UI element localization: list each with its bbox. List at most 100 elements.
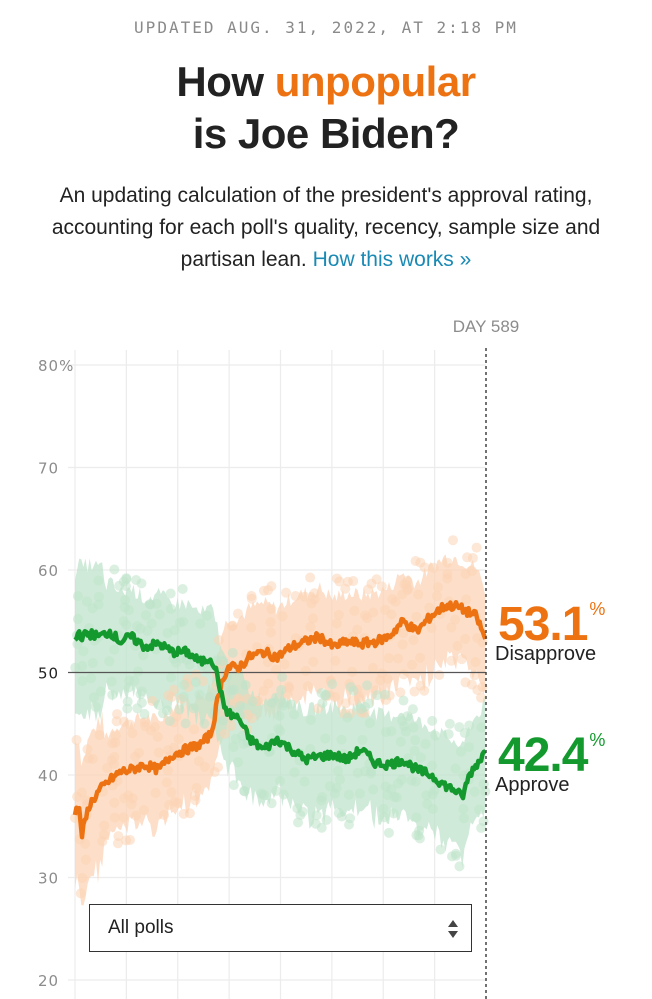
approve-poll-dot	[77, 676, 88, 687]
approve-poll-dot	[227, 647, 238, 658]
y-tick-label: 70	[38, 460, 59, 478]
approve-poll-dot	[201, 610, 212, 621]
disapprove-poll-dot	[140, 721, 151, 732]
disapprove-poll-dot	[159, 809, 170, 820]
disapprove-poll-dot	[330, 655, 341, 666]
approve-poll-dot	[72, 614, 83, 625]
description-text: An updating calculation of the president…	[51, 184, 601, 271]
disapprove-poll-dot	[461, 594, 472, 605]
approve-poll-dot	[357, 734, 368, 745]
disapprove-poll-dot	[77, 872, 88, 883]
disapprove-poll-dot	[161, 777, 172, 788]
approve-poll-dot	[228, 741, 239, 752]
approve-poll-dot	[398, 695, 409, 706]
approve-poll-dot	[420, 739, 431, 750]
approve-value: 42.4%	[498, 728, 605, 783]
approve-poll-dot	[278, 700, 289, 711]
disapprove-poll-dot	[471, 542, 482, 553]
disapprove-poll-dot	[70, 812, 81, 823]
disapprove-poll-dot	[340, 698, 351, 709]
approve-poll-dot	[411, 812, 422, 823]
approve-percent-sign: %	[589, 730, 605, 751]
approve-poll-dot	[199, 718, 210, 729]
disapprove-poll-dot	[411, 611, 422, 622]
approve-poll-dot	[342, 712, 353, 723]
disapprove-poll-dot	[110, 730, 121, 741]
disapprove-poll-dot	[266, 604, 277, 615]
approve-poll-dot	[458, 803, 469, 814]
poll-filter-select[interactable]: All polls	[89, 904, 472, 952]
approve-poll-dot	[180, 718, 191, 729]
disapprove-poll-dot	[367, 662, 378, 673]
disapprove-poll-dot	[172, 798, 183, 809]
disapprove-poll-dot	[121, 835, 132, 846]
disapprove-poll-dot	[258, 685, 269, 696]
approve-poll-dot	[422, 798, 433, 809]
approve-poll-dot	[305, 715, 316, 726]
approve-poll-dot	[274, 710, 285, 721]
approve-poll-dot	[408, 722, 419, 733]
disapprove-poll-dot	[470, 657, 481, 668]
description: An updating calculation of the president…	[20, 180, 632, 276]
approve-poll-dot	[201, 663, 212, 674]
approve-poll-dot	[354, 788, 365, 799]
disapprove-poll-dot	[109, 812, 120, 823]
disapprove-poll-dot	[138, 805, 149, 816]
page-title: How unpopular is Joe Biden?	[0, 56, 652, 160]
approve-poll-dot	[109, 644, 120, 655]
approve-poll-dot	[164, 715, 175, 726]
y-tick-label: 60	[38, 562, 59, 580]
approve-poll-dot	[450, 763, 461, 774]
disapprove-poll-dot	[460, 569, 471, 580]
approve-poll-dot	[435, 844, 446, 855]
approve-poll-dot	[165, 588, 176, 599]
approve-poll-dot	[334, 774, 345, 785]
approve-poll-dot	[177, 583, 188, 594]
disapprove-poll-dot	[348, 576, 359, 587]
approve-poll-dot	[226, 685, 237, 696]
disapprove-poll-dot	[426, 622, 437, 633]
poll-filter-value: All polls	[108, 917, 174, 938]
disapprove-poll-dot	[432, 591, 443, 602]
disapprove-poll-dot	[408, 635, 419, 646]
approve-poll-dot	[184, 659, 195, 670]
approve-poll-dot	[293, 817, 304, 828]
disapprove-poll-dot	[462, 552, 473, 563]
approve-poll-dot	[93, 591, 104, 602]
title-prefix: How	[176, 58, 275, 105]
disapprove-poll-dot	[166, 692, 177, 703]
disapprove-poll-dot	[83, 753, 94, 764]
disapprove-poll-dot	[469, 670, 480, 681]
approve-poll-dot	[166, 672, 177, 683]
approve-poll-dot	[380, 689, 391, 700]
approve-poll-dot	[106, 676, 117, 687]
approve-poll-dot	[178, 691, 189, 702]
disapprove-poll-dot	[398, 669, 409, 680]
approve-poll-dot	[266, 798, 277, 809]
approve-poll-dot	[406, 775, 417, 786]
disapprove-poll-dot	[308, 613, 319, 624]
approve-poll-dot	[247, 696, 258, 707]
approve-poll-dot	[139, 708, 150, 719]
disapprove-poll-dot	[383, 653, 394, 664]
approve-poll-dot	[276, 684, 287, 695]
approve-poll-dot	[86, 673, 97, 684]
approve-poll-dot	[188, 703, 199, 714]
approve-poll-dot	[333, 765, 344, 776]
approve-poll-dot	[352, 767, 363, 778]
approve-poll-dot	[380, 727, 391, 738]
disapprove-poll-dot	[213, 762, 224, 773]
approve-poll-dot	[144, 599, 155, 610]
how-this-works-link[interactable]: How this works »	[312, 248, 472, 271]
approve-poll-dot	[480, 786, 491, 797]
disapprove-poll-dot	[366, 578, 377, 589]
disapprove-poll-dot	[131, 810, 142, 821]
disapprove-poll-dot	[397, 639, 408, 650]
disapprove-poll-dot	[246, 622, 257, 633]
approve-poll-dot	[464, 720, 475, 731]
updated-timestamp: UPDATED AUG. 31, 2022, AT 2:18 PM	[134, 18, 518, 37]
disapprove-poll-dot	[442, 569, 453, 580]
disapprove-poll-dot	[263, 678, 274, 689]
disapprove-poll-dot	[432, 582, 443, 593]
disapprove-poll-dot	[392, 653, 403, 664]
